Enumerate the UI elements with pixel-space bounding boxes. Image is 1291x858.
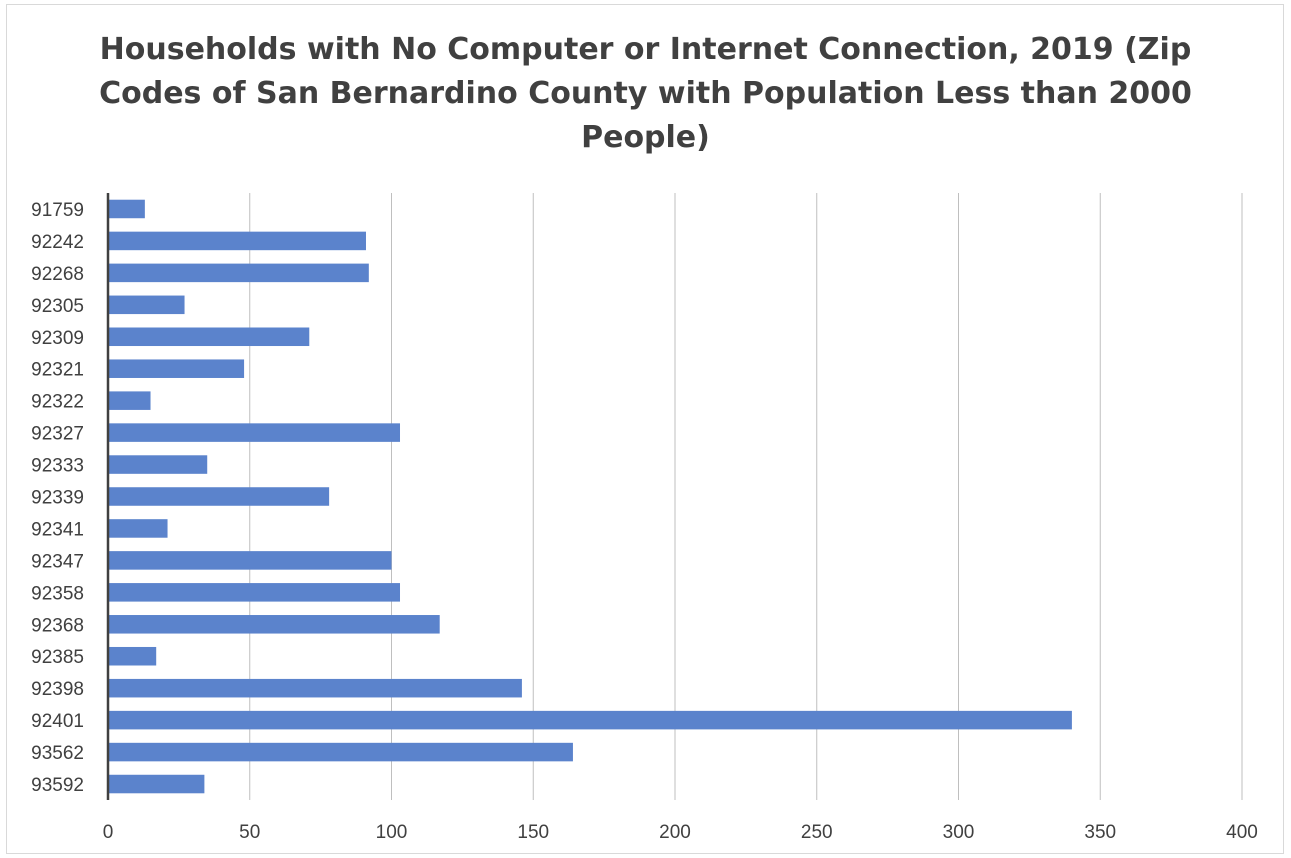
y-tick-label-92321: 92321 — [31, 360, 84, 381]
y-tick-label-92347: 92347 — [31, 551, 84, 572]
bar-92309 — [108, 327, 310, 347]
y-tick-label-92368: 92368 — [31, 615, 84, 636]
x-tick-label-350: 350 — [1084, 822, 1116, 843]
bar-92333 — [108, 455, 208, 474]
y-tick-label-92322: 92322 — [31, 392, 84, 413]
bar-92242 — [108, 231, 366, 251]
x-tick-label-300: 300 — [943, 822, 975, 843]
bar-92339 — [108, 487, 330, 506]
x-tick-label-0: 0 — [103, 822, 114, 843]
bar-93562 — [108, 742, 573, 762]
y-tick-label-92385: 92385 — [31, 647, 84, 668]
y-tick-label-92341: 92341 — [31, 519, 84, 540]
y-tick-label-92268: 92268 — [31, 264, 84, 285]
y-tick-label-92358: 92358 — [31, 583, 84, 604]
y-tick-label-93562: 93562 — [31, 743, 84, 764]
bars — [108, 199, 1072, 794]
y-tick-label-92333: 92333 — [31, 456, 84, 477]
x-tick-label-150: 150 — [517, 822, 549, 843]
x-tick-label-400: 400 — [1226, 822, 1258, 843]
bar-92327 — [108, 423, 401, 442]
chart-title-line-2: Codes of San Bernardino County with Popu… — [99, 76, 1192, 111]
chart-title-line-3: People) — [581, 120, 710, 155]
bar-91759 — [108, 199, 145, 219]
y-tick-label-92327: 92327 — [31, 424, 84, 445]
bar-92321 — [108, 359, 245, 378]
chart-title: Households with No Computer or Internet … — [0, 28, 1291, 160]
y-tick-label-92398: 92398 — [31, 679, 84, 700]
chart-title-line-1: Households with No Computer or Internet … — [99, 32, 1192, 67]
bar-92368 — [108, 615, 440, 634]
y-tick-label-92339: 92339 — [31, 488, 84, 509]
y-tick-label-92309: 92309 — [31, 328, 84, 349]
bar-92398 — [108, 678, 522, 698]
y-tick-label-91759: 91759 — [31, 200, 84, 221]
y-tick-label-93592: 93592 — [31, 775, 84, 796]
bar-92305 — [108, 295, 185, 315]
value-axis-labels: 0 50 100 150 200 250 300 350 400 — [103, 822, 1258, 843]
gridlines — [249, 193, 1243, 800]
bar-92322 — [108, 391, 151, 410]
bar-92358 — [108, 583, 401, 602]
bar-92385 — [108, 646, 157, 666]
x-tick-label-100: 100 — [376, 822, 408, 843]
bar-92347 — [108, 551, 392, 570]
x-tick-label-50: 50 — [239, 822, 260, 843]
bar-93592 — [108, 774, 205, 794]
bar-92401 — [108, 710, 1072, 730]
category-labels: 91759 92242 92268 92305 92309 92321 92322 92327… — [31, 200, 84, 796]
bar-92268 — [108, 263, 369, 283]
y-tick-label-92305: 92305 — [31, 296, 84, 317]
x-tick-label-200: 200 — [659, 822, 691, 843]
x-tick-label-250: 250 — [801, 822, 833, 843]
bar-92341 — [108, 519, 168, 538]
y-tick-label-92401: 92401 — [31, 711, 84, 732]
y-tick-label-92242: 92242 — [31, 232, 84, 253]
